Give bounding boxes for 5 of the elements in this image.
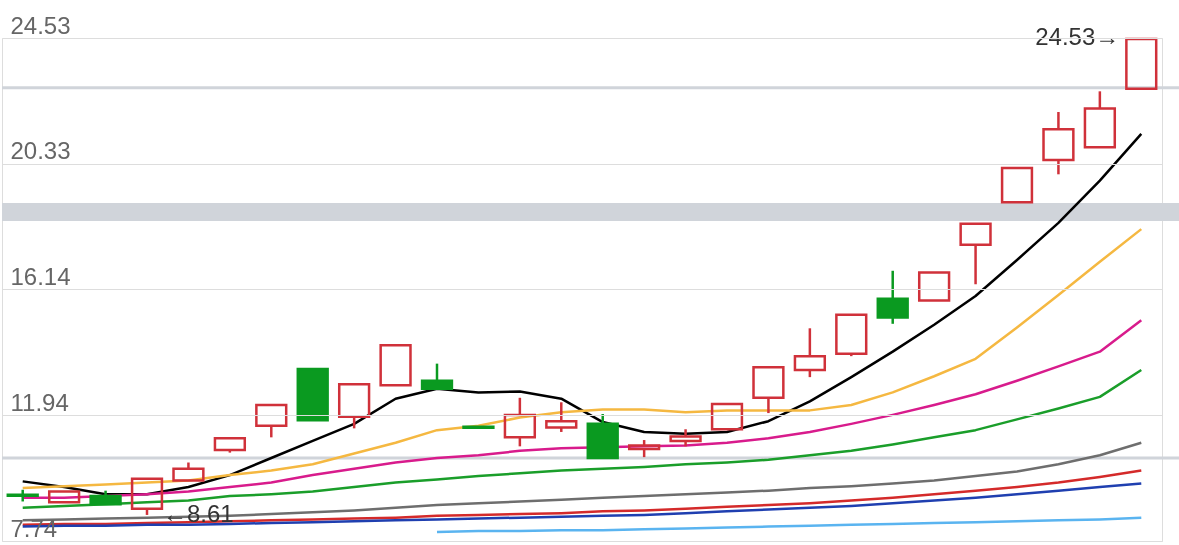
y-tick-label: 11.94 (10, 388, 69, 416)
y-tick-label: 16.14 (10, 262, 71, 290)
y-tick-label: 24.53 (10, 11, 71, 39)
y-tick-label: 20.33 (10, 137, 71, 165)
annotation: 24.53→ (1035, 23, 1120, 50)
